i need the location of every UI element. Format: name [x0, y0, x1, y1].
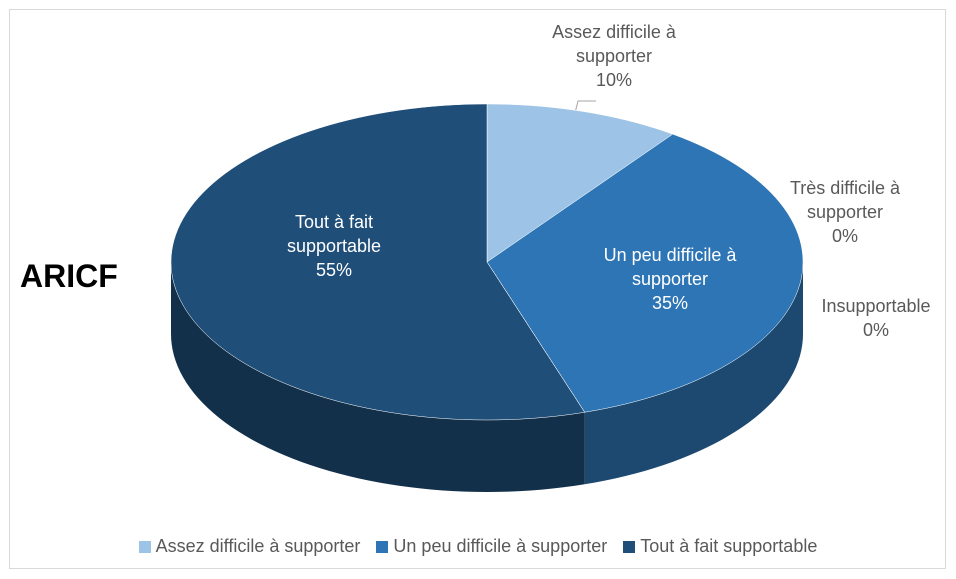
data-label-name: Assez difficile à supporter	[552, 22, 676, 66]
slice-side	[584, 262, 803, 485]
data-label-name: Un peu difficile à supporter	[603, 245, 737, 289]
legend-item: Assez difficile à supporter	[138, 536, 361, 557]
legend-item: Tout à fait supportable	[623, 536, 817, 557]
legend-swatch	[376, 540, 389, 553]
legend-label: Tout à fait supportable	[640, 536, 818, 556]
chart-title: ARICF	[20, 258, 118, 294]
slice	[170, 103, 586, 421]
data-label-value: 0%	[862, 320, 889, 340]
data-label-name: Tout à fait supportable	[286, 212, 382, 256]
legend-label: Un peu difficile à supporter	[393, 536, 608, 556]
slice-side	[171, 262, 585, 492]
data-label: Un peu difficile à supporter 35%	[580, 243, 760, 315]
legend-swatch	[138, 540, 151, 553]
legend: Assez difficile à supporter Un peu diffic…	[0, 536, 956, 557]
slice	[486, 103, 674, 263]
chart-frame	[9, 9, 946, 569]
data-label-name: Très difficile à supporter	[789, 178, 901, 222]
data-label-value: 35%	[651, 293, 689, 313]
legend-item: Un peu difficile à supporter	[376, 536, 607, 557]
data-label-name: Insupportable	[821, 296, 931, 316]
data-label-value: 55%	[315, 260, 353, 280]
data-label-value: 10%	[595, 70, 633, 90]
legend-label: Assez difficile à supporter	[155, 536, 361, 556]
legend-swatch	[623, 540, 636, 553]
data-label: Tout à fait supportable 55%	[249, 210, 419, 282]
data-label: Très difficile à supporter 0%	[760, 176, 930, 248]
data-label-value: 0%	[831, 226, 858, 246]
data-label: Assez difficile à supporter 10%	[529, 20, 699, 92]
data-label: Insupportable 0%	[800, 294, 952, 342]
slice	[486, 133, 804, 413]
